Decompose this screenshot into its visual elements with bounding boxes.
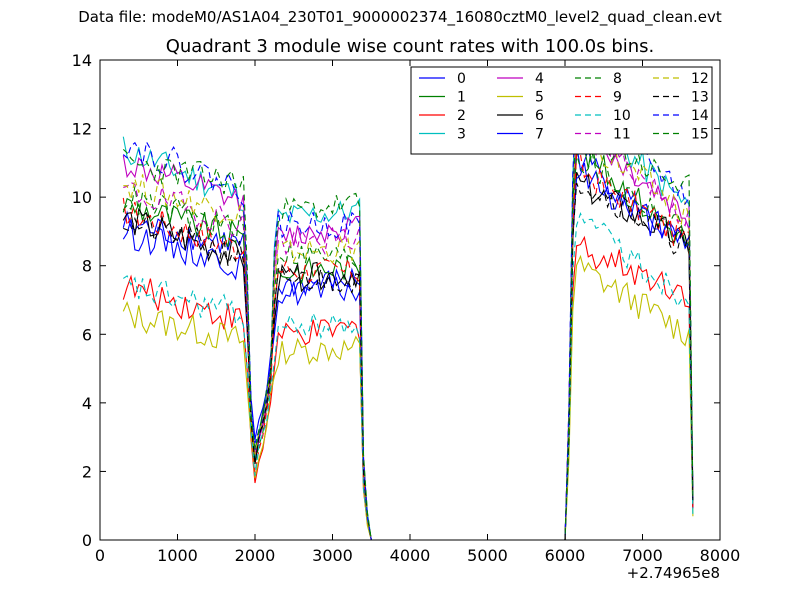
x-tick-label-0: 0 bbox=[95, 546, 105, 565]
series-line-10 bbox=[122, 212, 694, 541]
series-line-14 bbox=[122, 94, 694, 541]
legend-box bbox=[410, 66, 713, 155]
x-offset-label: +2.74965e8 bbox=[627, 564, 720, 582]
series-line-4 bbox=[122, 131, 694, 541]
y-tick-label-0: 0 bbox=[82, 531, 92, 550]
legend-label-7: 7 bbox=[535, 127, 544, 143]
chart-title: Quadrant 3 module wise count rates with … bbox=[165, 36, 655, 57]
x-tick-label-6: 6000 bbox=[545, 546, 586, 565]
legend-label-0: 0 bbox=[457, 71, 466, 87]
series-line-9 bbox=[122, 152, 694, 541]
series-line-7 bbox=[122, 162, 694, 541]
x-tick-label-3: 3000 bbox=[312, 546, 353, 565]
legend-label-5: 5 bbox=[535, 90, 544, 106]
ticks-layer: 0 1000 2000 3000 4000 5000 6000 7000 80000246810… bbox=[72, 51, 741, 565]
data-file-title: Data file: modeM0/AS1A04_230T01_90000023… bbox=[78, 8, 722, 26]
legend-label-2: 2 bbox=[457, 108, 466, 124]
series-layer bbox=[122, 94, 694, 541]
legend-label-11: 11 bbox=[613, 127, 631, 143]
y-tick-label-1: 2 bbox=[82, 462, 92, 481]
series-line-3 bbox=[122, 97, 694, 541]
legend-label-10: 10 bbox=[613, 108, 631, 124]
y-tick-label-6: 12 bbox=[72, 120, 92, 139]
legend-label-4: 4 bbox=[535, 71, 544, 87]
x-tick-label-8: 8000 bbox=[700, 546, 741, 565]
x-tick-label-1: 1000 bbox=[157, 546, 198, 565]
y-tick-label-3: 6 bbox=[82, 325, 92, 344]
y-tick-label-5: 10 bbox=[72, 188, 92, 207]
legend-label-8: 8 bbox=[613, 71, 622, 87]
series-line-1 bbox=[122, 138, 694, 541]
series-line-8 bbox=[122, 152, 694, 541]
legend-label-6: 6 bbox=[535, 108, 544, 124]
y-tick-label-4: 8 bbox=[82, 257, 92, 276]
legend-label-13: 13 bbox=[691, 90, 709, 106]
series-line-5 bbox=[122, 254, 694, 541]
legend-label-12: 12 bbox=[691, 71, 709, 87]
y-tick-label-2: 4 bbox=[82, 394, 92, 413]
series-line-2 bbox=[122, 235, 694, 541]
x-tick-label-4: 4000 bbox=[390, 546, 431, 565]
x-tick-label-2: 2000 bbox=[235, 546, 276, 565]
x-tick-label-5: 5000 bbox=[467, 546, 508, 565]
legend-label-3: 3 bbox=[457, 127, 466, 143]
x-tick-label-7: 7000 bbox=[622, 546, 663, 565]
legend-label-14: 14 bbox=[691, 108, 709, 124]
legend-label-9: 9 bbox=[613, 90, 622, 106]
legend-label-15: 15 bbox=[691, 127, 709, 143]
y-tick-label-7: 14 bbox=[72, 51, 92, 70]
legend-label-1: 1 bbox=[457, 90, 466, 106]
